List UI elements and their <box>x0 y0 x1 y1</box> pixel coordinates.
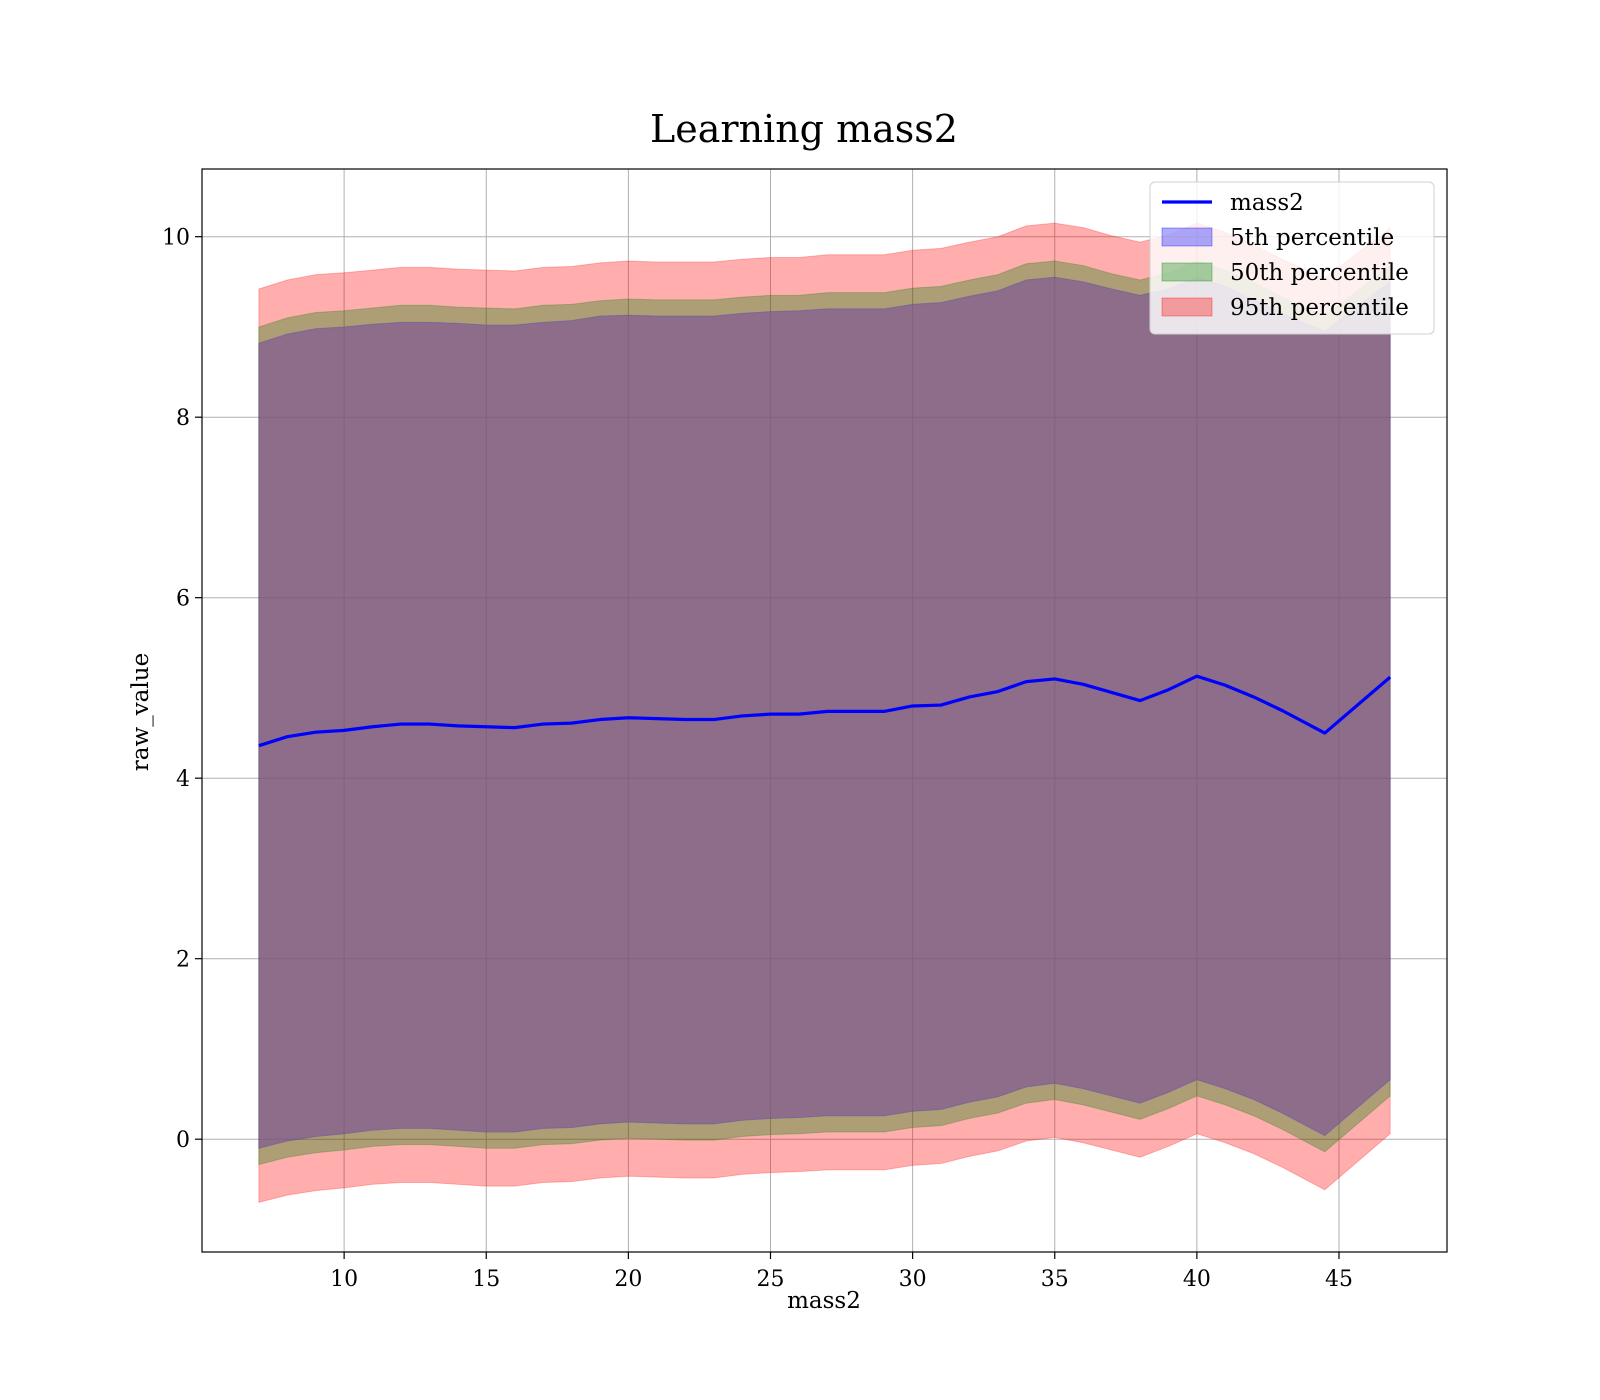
x-tick-label: 10 <box>330 1267 358 1292</box>
legend-patch-swatch <box>1161 227 1213 247</box>
x-tick-label: 45 <box>1325 1267 1353 1292</box>
plot-frame <box>201 168 1448 1253</box>
legend-label: mass2 <box>1230 190 1304 216</box>
line-layer <box>258 674 1392 748</box>
y-tick-label: 2 <box>176 948 190 973</box>
x-axis-label: mass2 <box>787 1288 861 1314</box>
y-tick-label: 6 <box>176 587 190 612</box>
x-tick-label: 35 <box>1041 1267 1069 1292</box>
y-tick-label: 4 <box>176 767 190 792</box>
legend-box <box>1149 181 1435 335</box>
legend-patch-swatch <box>1161 262 1213 282</box>
series-line-mass2 <box>258 674 1392 748</box>
chart-title: Learning mass2 <box>650 107 958 151</box>
legend-label: 95th percentile <box>1230 295 1409 321</box>
legend-label: 50th percentile <box>1230 260 1409 286</box>
y-tick-label: 0 <box>176 1128 190 1153</box>
x-tick-label: 20 <box>614 1267 642 1292</box>
band-layer <box>258 222 1391 1204</box>
x-tick-label: 25 <box>756 1267 784 1292</box>
y-axis-label: raw_value <box>128 653 154 771</box>
legend: mass2 5th percentile 50th percentile 95th p… <box>1149 181 1435 335</box>
legend-label: 5th percentile <box>1230 225 1394 251</box>
y-tick-label: 8 <box>176 406 190 431</box>
x-tick-label: 40 <box>1183 1267 1211 1292</box>
tick-layer: 10 15 20 25 30 35 40 45 0 2 4 6 8 10 <box>162 226 1353 1292</box>
x-tick-label: 30 <box>899 1267 927 1292</box>
x-tick-label: 15 <box>472 1267 500 1292</box>
y-tick-label: 10 <box>162 226 190 251</box>
legend-patch-swatch <box>1161 297 1213 317</box>
